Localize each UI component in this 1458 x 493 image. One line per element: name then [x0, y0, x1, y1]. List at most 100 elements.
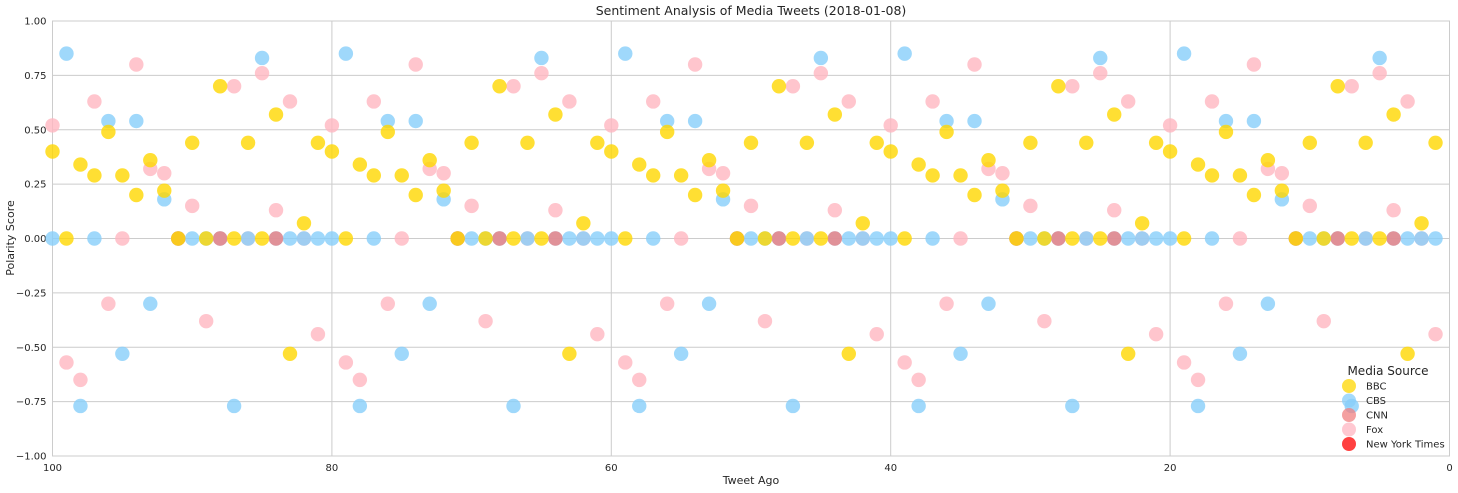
data-point — [534, 231, 549, 246]
data-point — [324, 231, 340, 246]
data-point — [73, 398, 88, 414]
x-tick-label: 40 — [884, 463, 897, 474]
data-point — [59, 46, 74, 61]
legend-label: CBS — [1366, 396, 1386, 407]
data-point — [1302, 135, 1318, 150]
data-point — [1148, 231, 1164, 246]
data-point — [296, 216, 312, 231]
chart-title: Sentiment Analysis of Media Tweets (2018… — [596, 3, 907, 18]
data-point — [701, 153, 717, 168]
data-point — [1260, 296, 1276, 311]
y-tick-label: −0.75 — [16, 397, 47, 408]
data-point — [1428, 327, 1443, 342]
data-point — [338, 231, 354, 246]
data-point — [115, 168, 130, 183]
data-point — [813, 66, 829, 81]
data-point — [1148, 135, 1164, 150]
data-point — [1386, 231, 1401, 246]
data-point — [254, 66, 270, 81]
x-tick-label: 100 — [43, 463, 62, 474]
data-point — [618, 46, 633, 61]
data-point — [1051, 79, 1066, 94]
data-point — [464, 231, 479, 246]
data-point — [366, 94, 382, 109]
data-point — [408, 57, 423, 72]
data-point — [87, 231, 102, 246]
data-point — [366, 168, 382, 183]
data-point — [1400, 94, 1415, 109]
data-point — [632, 157, 647, 172]
data-point — [352, 372, 368, 388]
data-point — [1414, 216, 1429, 231]
data-point — [701, 296, 717, 311]
data-point — [59, 231, 74, 246]
data-point — [939, 113, 954, 129]
data-point — [1162, 231, 1178, 246]
data-point — [1190, 398, 1206, 414]
y-axis-label: Polarity Score — [4, 200, 17, 276]
data-point — [967, 187, 982, 203]
data-point — [534, 50, 549, 66]
legend-marker — [1342, 393, 1356, 408]
data-point — [282, 94, 298, 109]
data-point — [869, 135, 884, 150]
data-point — [981, 153, 996, 168]
legend: Media Source BBC CBS CNN Fox New York Times — [1342, 364, 1445, 451]
data-point — [1176, 355, 1192, 370]
data-point — [659, 113, 675, 129]
data-point — [1023, 135, 1038, 150]
data-point — [310, 135, 326, 150]
data-point — [925, 168, 940, 183]
data-point — [562, 231, 577, 246]
data-point — [743, 198, 759, 214]
data-point — [1302, 231, 1318, 246]
y-tick-label: 0.25 — [24, 180, 46, 191]
data-point — [1232, 346, 1248, 361]
data-point — [1051, 231, 1066, 246]
data-point — [827, 203, 843, 218]
data-point — [841, 94, 856, 109]
data-point — [939, 124, 954, 140]
data-point — [1386, 107, 1401, 122]
data-point — [478, 231, 493, 246]
data-point — [436, 166, 451, 181]
x-axis-label: Tweet Ago — [722, 474, 780, 487]
series-bbc — [45, 79, 1443, 361]
data-point — [981, 296, 996, 311]
data-point — [911, 372, 926, 388]
data-point — [967, 57, 982, 72]
legend-marker — [1342, 379, 1356, 393]
data-point — [492, 79, 507, 94]
x-axis-ticks: 100 80 60 40 20 0 — [43, 463, 1453, 474]
data-point — [897, 355, 912, 370]
y-tick-label: −0.25 — [16, 288, 47, 299]
data-point — [967, 113, 982, 129]
data-point — [632, 372, 647, 388]
data-point — [1246, 113, 1262, 129]
data-point — [45, 144, 60, 159]
data-point — [757, 313, 773, 329]
y-tick-label: 0.75 — [24, 71, 46, 82]
data-point — [338, 355, 354, 370]
data-point — [1400, 346, 1415, 361]
data-point — [1274, 183, 1290, 198]
data-point — [129, 113, 144, 129]
data-point — [548, 107, 563, 122]
data-point — [1093, 66, 1108, 81]
data-point — [506, 231, 521, 246]
data-point — [785, 231, 801, 246]
data-point — [129, 57, 144, 72]
data-point — [464, 135, 479, 150]
data-point — [506, 398, 521, 414]
data-points — [45, 46, 1443, 414]
data-point — [296, 231, 312, 246]
data-point — [1372, 66, 1387, 81]
data-point — [590, 135, 605, 150]
data-point — [646, 231, 661, 246]
data-point — [953, 168, 968, 183]
legend-marker — [1342, 408, 1356, 422]
data-point — [1120, 231, 1136, 246]
data-point — [1428, 135, 1443, 150]
y-tick-label: −1.00 — [16, 452, 47, 463]
data-point — [1330, 79, 1345, 94]
